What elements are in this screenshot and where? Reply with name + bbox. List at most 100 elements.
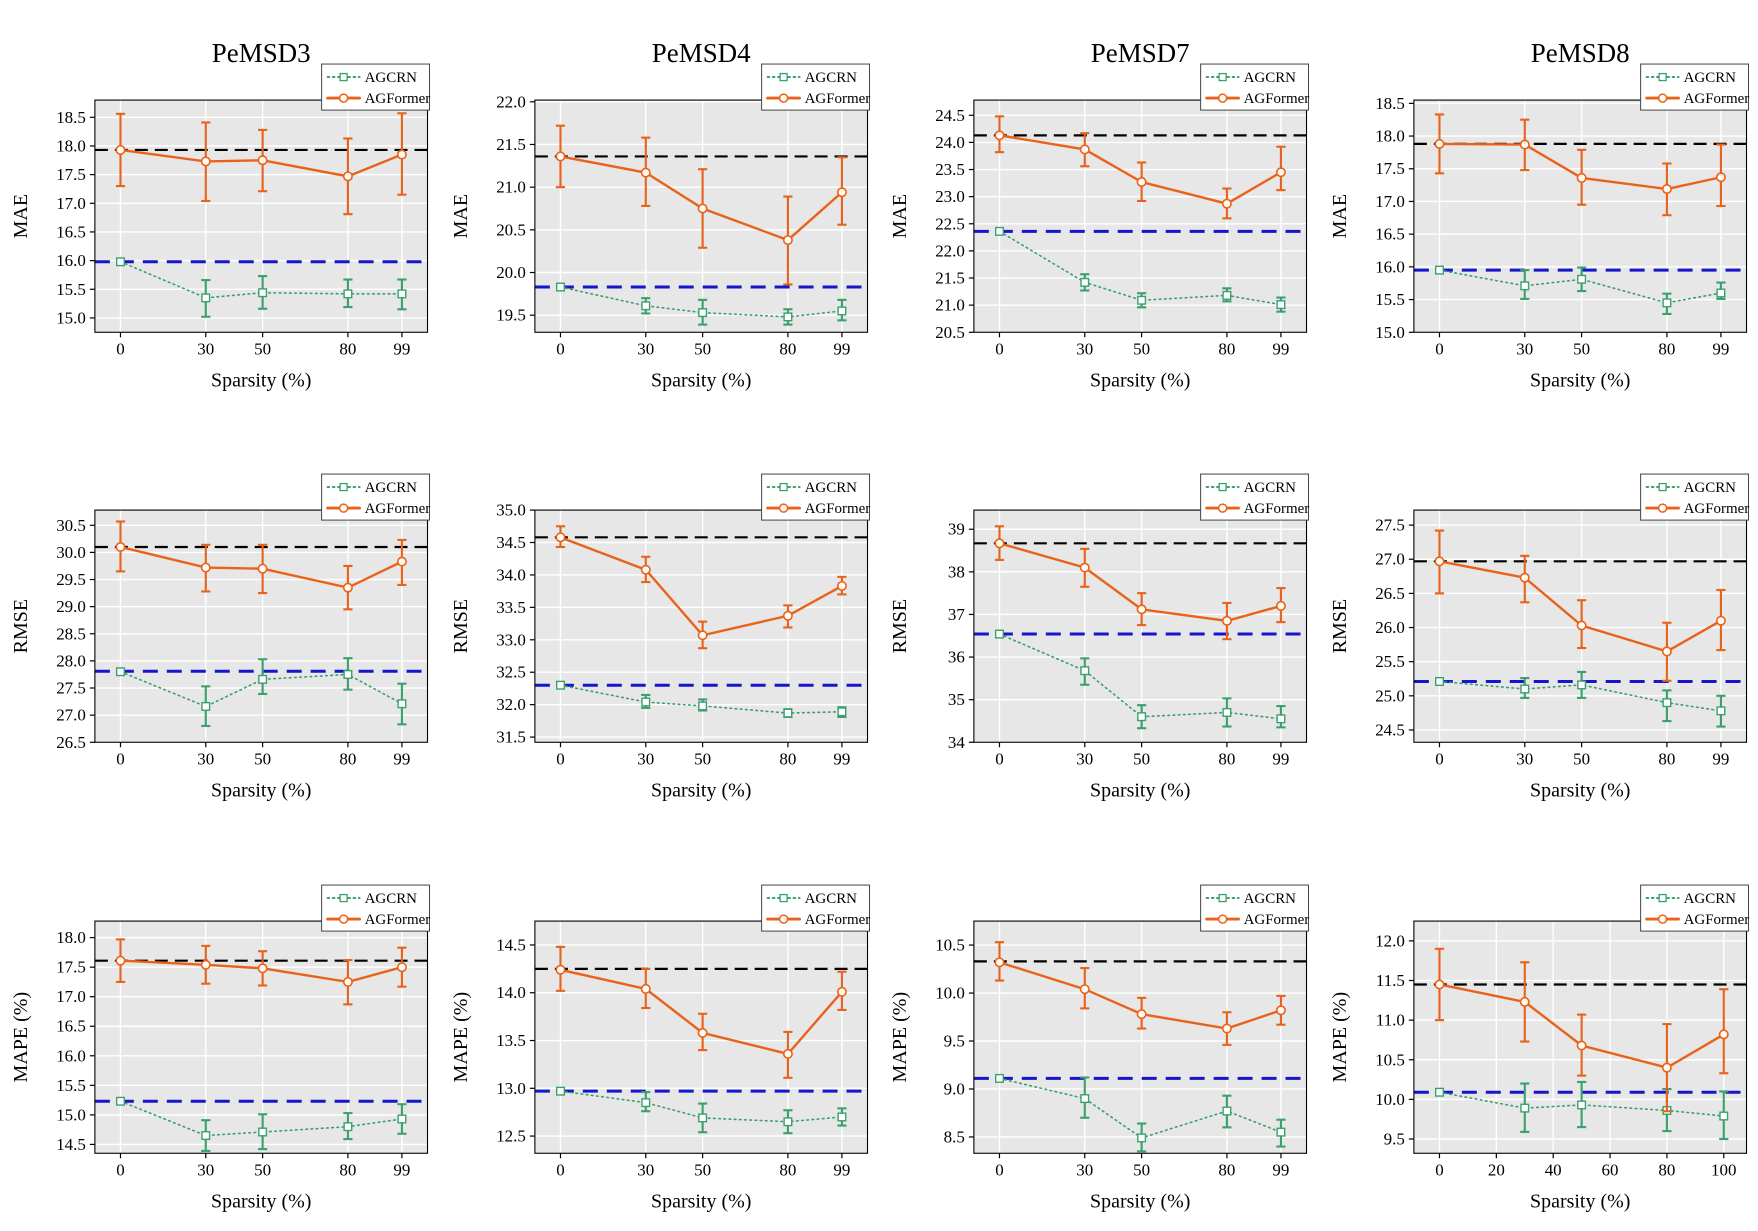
y-axis-label: MAPE (%) (1328, 992, 1350, 1083)
svg-text:50: 50 (1133, 750, 1150, 769)
data-point (397, 699, 407, 709)
chart-cell-PeMSD3-MAPE: 0 30 50 80 99 14.5 15.0 15.5 16.0 16.5 17.0 17.5 18.… (0, 821, 440, 1231)
data-point (994, 538, 1005, 549)
chart-cell-PeMSD4-RMSE: 0 30 50 80 99 31.5 32.0 32.5 33.0 33.5 34.0 34.5 35.… (440, 410, 880, 820)
svg-text:14.5: 14.5 (496, 935, 526, 954)
data-point (640, 983, 651, 994)
svg-text:10.0: 10.0 (1375, 1090, 1405, 1109)
legend-label: AGFormer (804, 501, 870, 517)
y-axis: 19.5 20.0 20.5 21.0 21.5 22.0 (496, 92, 535, 325)
svg-text:50: 50 (1573, 339, 1590, 358)
y-axis: 14.5 15.0 15.5 16.0 16.5 17.0 17.5 18.0 (56, 928, 95, 1154)
data-point (836, 707, 846, 717)
x-axis-label: Sparsity (%) (651, 780, 751, 802)
agcrn-series (994, 1073, 1286, 1153)
gridlines (534, 920, 868, 1153)
chart-PeMSD8-RMSE: 0 30 50 80 99 24.5 25.0 25.5 26.0 26.5 27.0 27.5 Spa… (1328, 473, 1749, 802)
agcrn-series (115, 257, 407, 318)
x-axis-label: Sparsity (%) (1530, 369, 1630, 391)
legend: AGCRN AGFormer (321, 63, 430, 111)
y-axis: 20.5 21.0 21.5 22.0 22.5 23.0 23.5 24.0 24.5 (935, 106, 974, 342)
data-point (782, 1048, 793, 1059)
data-point (1079, 144, 1090, 155)
data-point (1519, 281, 1529, 291)
data-point (697, 630, 708, 641)
chart-title: PeMSD7 (1091, 38, 1190, 68)
data-point (397, 1114, 407, 1124)
legend-box (1639, 884, 1749, 932)
svg-text:50: 50 (1133, 1160, 1150, 1179)
data-point (697, 203, 708, 214)
data-point (782, 611, 793, 622)
x-axis-label: Sparsity (%) (1530, 780, 1630, 802)
svg-text:30.0: 30.0 (56, 543, 86, 562)
data-point (396, 961, 407, 972)
legend-marker-square (1218, 483, 1227, 492)
legend: AGCRN AGFormer (760, 473, 870, 521)
svg-text:60: 60 (1601, 1160, 1618, 1179)
svg-text:17.5: 17.5 (56, 165, 86, 184)
svg-text:10.5: 10.5 (935, 935, 965, 954)
data-point (1576, 1040, 1587, 1051)
legend-label: AGFormer (1683, 501, 1749, 517)
svg-text:11.5: 11.5 (1375, 971, 1404, 990)
x-axis: 0 30 50 80 99 (116, 742, 410, 769)
svg-text:16.0: 16.0 (1375, 257, 1405, 276)
plot-border (533, 99, 868, 333)
data-point (1519, 573, 1530, 584)
svg-text:22.5: 22.5 (935, 214, 965, 233)
agcrn-line (119, 260, 403, 299)
svg-text:19.5: 19.5 (496, 306, 526, 325)
svg-text:20.0: 20.0 (496, 263, 526, 282)
data-point (1715, 706, 1725, 716)
svg-text:50: 50 (254, 750, 271, 769)
chart-PeMSD7-MAPE: 0 30 50 80 99 8.5 9.0 9.5 10.0 10.5 Sparsity (%) MA… (889, 884, 1309, 1212)
svg-text:17.0: 17.0 (56, 194, 86, 213)
data-point (1715, 172, 1726, 183)
plot-border (1412, 99, 1747, 333)
data-point (1519, 996, 1530, 1007)
data-point (697, 1027, 708, 1038)
svg-text:30: 30 (1516, 339, 1533, 358)
legend-marker-circle (1217, 93, 1228, 103)
svg-text:24.5: 24.5 (1375, 721, 1405, 740)
svg-text:15.5: 15.5 (1375, 290, 1405, 309)
agcrn-series (115, 657, 407, 728)
y-axis-label: MAE (449, 194, 471, 238)
svg-text:22.0: 22.0 (935, 241, 965, 260)
agcrn-line (1438, 1091, 1725, 1117)
agcrn-series (1434, 265, 1726, 316)
legend: AGCRN AGFormer (1639, 473, 1749, 521)
legend-marker-square (1657, 72, 1667, 82)
agcrn-series (994, 629, 1286, 730)
legend-box (1200, 63, 1310, 111)
svg-text:15.0: 15.0 (1375, 323, 1405, 342)
data-point (555, 282, 565, 292)
data-point (1661, 698, 1671, 708)
svg-text:50: 50 (694, 1160, 711, 1179)
legend-marker-square (778, 893, 788, 902)
agcrn-series (994, 226, 1286, 313)
agcrn-series (555, 282, 847, 326)
agcrn-series (115, 1096, 407, 1152)
data-point (1718, 1029, 1729, 1040)
data-point (1718, 1111, 1728, 1121)
svg-text:26.5: 26.5 (56, 733, 86, 752)
plot-area (534, 100, 868, 333)
svg-text:99: 99 (833, 750, 850, 769)
data-point (782, 312, 792, 322)
agformer-series (994, 525, 1286, 641)
svg-text:0: 0 (556, 1160, 564, 1179)
data-point (1222, 708, 1232, 718)
legend-label: AGCRN (365, 891, 418, 907)
svg-text:99: 99 (393, 750, 410, 769)
svg-text:14.5: 14.5 (56, 1135, 86, 1154)
svg-text:99: 99 (393, 1160, 410, 1179)
legend-marker-circle (1657, 93, 1667, 103)
svg-text:11.0: 11.0 (1375, 1010, 1404, 1029)
svg-text:35.0: 35.0 (496, 501, 526, 520)
svg-text:99: 99 (833, 339, 850, 358)
data-point (555, 681, 565, 691)
x-axis: 0 30 50 80 99 (556, 332, 850, 358)
svg-text:31.5: 31.5 (496, 728, 526, 747)
